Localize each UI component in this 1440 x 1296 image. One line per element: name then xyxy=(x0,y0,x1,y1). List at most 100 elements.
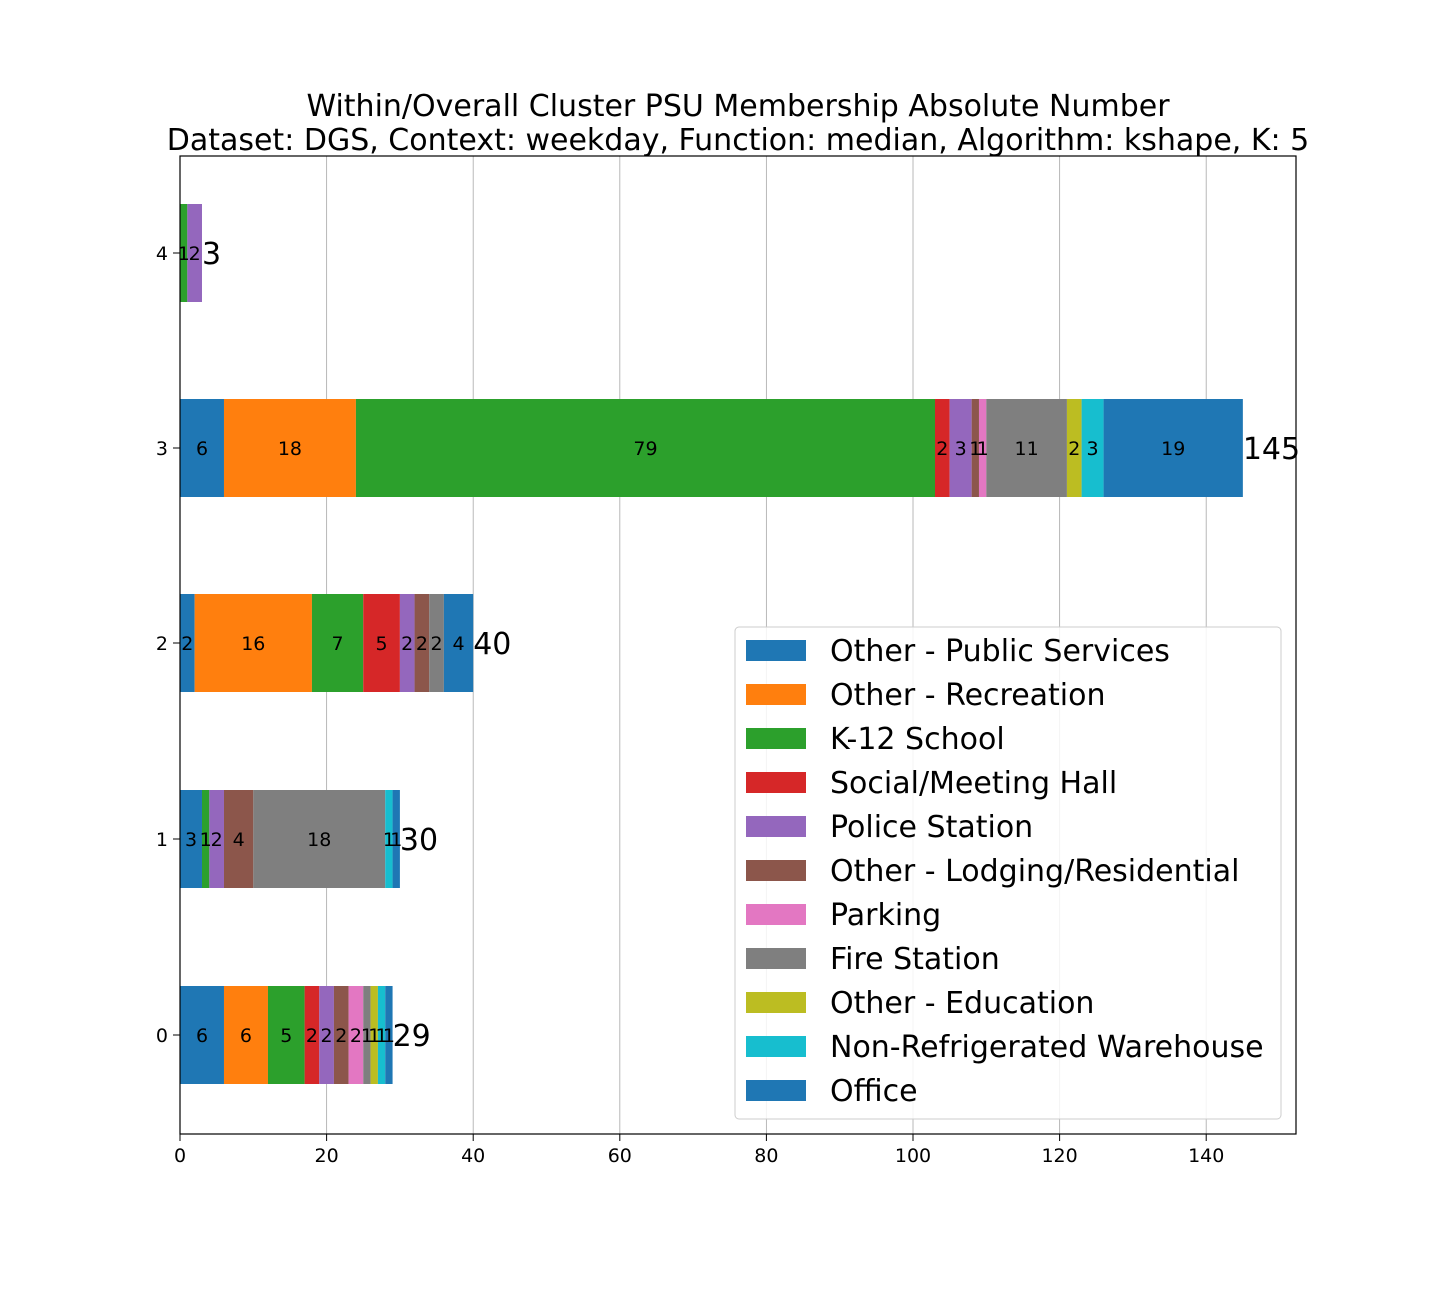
legend-swatch xyxy=(746,728,806,749)
bar-segment xyxy=(949,399,972,497)
legend-entry-label: Fire Station xyxy=(830,942,1000,977)
y-tick-label: 3 xyxy=(156,438,168,460)
bar-segment xyxy=(348,986,364,1084)
legend-entry-label: Other - Education xyxy=(830,986,1094,1021)
y-axis: 0 1 2 3 4 xyxy=(156,243,180,1047)
segment-value-label: 3 xyxy=(955,438,967,460)
segment-value-label: 2 xyxy=(1068,438,1080,460)
segment-value-label: 1 xyxy=(969,438,981,460)
chart-title: Within/Overall Cluster PSU Membership Ab… xyxy=(167,89,1310,158)
segment-value-label: 16 xyxy=(241,633,265,655)
bar-segment xyxy=(333,986,349,1084)
segment-value-label: 2 xyxy=(416,633,428,655)
segment-value-label: 79 xyxy=(633,438,657,460)
bar-segment xyxy=(414,594,430,692)
legend-swatch xyxy=(746,860,806,881)
bar-segment xyxy=(377,986,386,1084)
segment-value-label: 1 xyxy=(376,1025,388,1047)
segment-value-label: 1 xyxy=(390,829,402,851)
legend-entry-label: Other - Lodging/Residential xyxy=(830,854,1239,889)
segment-value-label: 1 xyxy=(383,829,395,851)
bar-segment xyxy=(429,594,444,692)
segment-value-label: 2 xyxy=(321,1025,333,1047)
bar-segment xyxy=(1066,399,1082,497)
segment-value-label: 2 xyxy=(401,633,413,655)
x-tick-label: 20 xyxy=(315,1145,339,1167)
bar-segment xyxy=(194,594,312,692)
segment-value-label: 2 xyxy=(189,243,201,265)
bar-segment xyxy=(223,399,356,497)
total-label: 29 xyxy=(393,1019,431,1054)
legend-swatch xyxy=(746,904,806,925)
bars xyxy=(180,204,1243,1084)
legend-entry-label: Office xyxy=(830,1074,918,1109)
x-axis: 0 20 40 60 80 100 120 140 xyxy=(174,1134,1224,1167)
segment-value-label: 2 xyxy=(431,633,443,655)
legend: Other - Public Services Other - Recreatio… xyxy=(734,626,1282,1120)
bar-segment xyxy=(1081,399,1104,497)
segment-value-label: 2 xyxy=(211,829,223,851)
bar-segment xyxy=(399,594,415,692)
segment-value-label: 4 xyxy=(233,829,245,851)
legend-entry-label: Non-Refrigerated Warehouse xyxy=(830,1030,1264,1065)
segment-value-label: 18 xyxy=(278,438,302,460)
x-tick-label: 0 xyxy=(174,1145,186,1167)
bar-segment xyxy=(1103,399,1243,497)
segment-value-label: 11 xyxy=(1015,438,1039,460)
bar-segment xyxy=(971,399,979,497)
segment-value-label: 7 xyxy=(332,633,344,655)
bar-segment xyxy=(443,594,474,692)
y-tick-label: 4 xyxy=(156,243,168,265)
bar-segment xyxy=(392,790,400,888)
segment-value-label: 5 xyxy=(376,633,388,655)
x-tick-label: 80 xyxy=(754,1145,778,1167)
bar-segment xyxy=(319,986,334,1084)
segment-value-label: 1 xyxy=(178,243,190,265)
bar-segment xyxy=(201,790,210,888)
segment-value-label: 2 xyxy=(936,438,948,460)
legend-swatch xyxy=(746,816,806,837)
legend-entry-label: Police Station xyxy=(830,810,1033,845)
legend-swatch xyxy=(746,640,806,661)
bar-segment xyxy=(223,790,254,888)
legend-swatch xyxy=(746,992,806,1013)
segment-value-label: 19 xyxy=(1161,438,1185,460)
bar-segment xyxy=(223,986,268,1084)
bar-segment xyxy=(180,594,195,692)
x-tick-label: 140 xyxy=(1188,1145,1224,1167)
bar-segment xyxy=(385,986,393,1084)
legend-swatch xyxy=(746,1080,806,1101)
legend-entry-label: Other - Recreation xyxy=(830,678,1106,713)
chart-title-line-1: Within/Overall Cluster PSU Membership Ab… xyxy=(306,89,1170,124)
segment-value-label: 2 xyxy=(306,1025,318,1047)
legend-swatch xyxy=(746,948,806,969)
segment-value-label: 18 xyxy=(307,829,331,851)
segment-value-label: 1 xyxy=(368,1025,380,1047)
bar-segment xyxy=(363,986,371,1084)
bar-segment xyxy=(180,986,224,1084)
chart-title-line-2: Dataset: DGS, Context: weekday, Function… xyxy=(167,123,1310,158)
bar-segment xyxy=(986,399,1067,497)
bar-segment xyxy=(934,399,950,497)
x-tick-label: 120 xyxy=(1041,1145,1077,1167)
segment-value-label: 2 xyxy=(335,1025,347,1047)
bar-segment xyxy=(267,986,305,1084)
bar-segment xyxy=(355,399,935,497)
legend-swatch xyxy=(746,1036,806,1057)
total-label: 40 xyxy=(473,627,511,662)
segment-value-label: 6 xyxy=(196,438,208,460)
segment-value-label: 2 xyxy=(350,1025,362,1047)
y-tick-label: 0 xyxy=(156,1025,168,1047)
plot-frame xyxy=(179,155,1297,1135)
segment-value-label: 1 xyxy=(383,1025,395,1047)
legend-box xyxy=(734,626,1282,1120)
bar-segment xyxy=(253,790,386,888)
y-tick-label: 2 xyxy=(156,633,168,655)
total-label: 3 xyxy=(202,237,221,272)
legend-swatch xyxy=(746,772,806,793)
legend-entry-label: K-12 School xyxy=(830,722,1005,757)
